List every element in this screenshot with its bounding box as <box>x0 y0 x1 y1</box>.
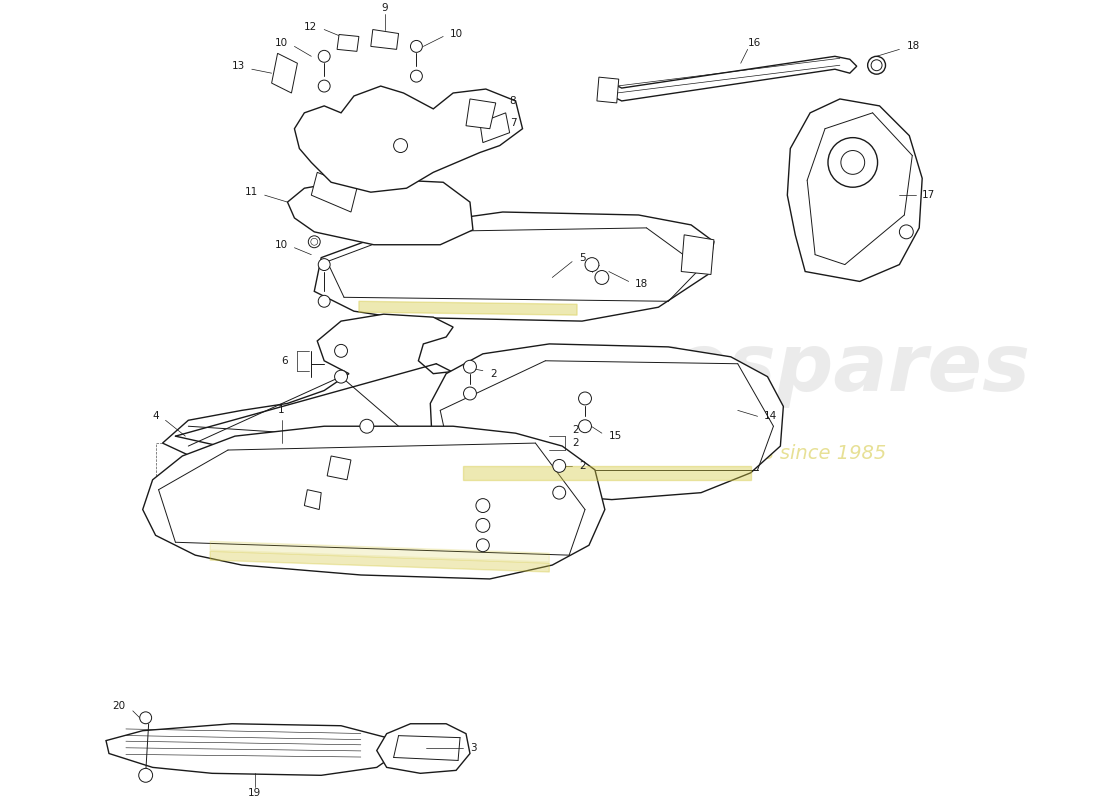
Text: 2: 2 <box>490 369 496 378</box>
Circle shape <box>553 486 565 499</box>
Text: automotive parts since 1985: automotive parts since 1985 <box>605 443 886 462</box>
Circle shape <box>579 420 592 433</box>
Text: 16: 16 <box>748 38 761 49</box>
Polygon shape <box>466 99 496 129</box>
Polygon shape <box>463 466 750 480</box>
Polygon shape <box>359 302 578 315</box>
Circle shape <box>871 60 882 70</box>
Circle shape <box>840 150 865 174</box>
Text: 12: 12 <box>304 22 317 31</box>
Polygon shape <box>287 178 473 245</box>
Text: 7: 7 <box>509 118 516 128</box>
Polygon shape <box>311 172 356 212</box>
Text: 17: 17 <box>922 190 935 200</box>
Polygon shape <box>106 724 397 775</box>
Circle shape <box>476 538 490 552</box>
Circle shape <box>139 768 153 782</box>
Circle shape <box>311 238 318 246</box>
Polygon shape <box>315 212 714 321</box>
Polygon shape <box>480 113 509 142</box>
Circle shape <box>579 392 592 405</box>
Text: 4: 4 <box>152 411 158 422</box>
Text: 18: 18 <box>906 42 920 51</box>
Text: 19: 19 <box>249 788 262 798</box>
Circle shape <box>476 498 490 513</box>
Polygon shape <box>371 30 398 50</box>
Circle shape <box>595 270 608 285</box>
Circle shape <box>410 41 422 52</box>
Circle shape <box>318 258 330 270</box>
Circle shape <box>463 360 476 373</box>
Circle shape <box>394 138 407 153</box>
Text: 10: 10 <box>274 38 287 49</box>
Text: 13: 13 <box>232 62 245 71</box>
Circle shape <box>318 80 330 92</box>
Polygon shape <box>430 344 783 500</box>
Text: 11: 11 <box>244 187 257 197</box>
Circle shape <box>828 138 878 187</box>
Text: eurospares: eurospares <box>521 330 1030 408</box>
Circle shape <box>140 712 152 724</box>
Text: 10: 10 <box>450 29 463 38</box>
Text: 20: 20 <box>112 701 125 711</box>
Text: 10: 10 <box>274 240 287 250</box>
Polygon shape <box>210 542 549 562</box>
Polygon shape <box>163 314 575 480</box>
Circle shape <box>318 50 330 62</box>
Polygon shape <box>612 56 857 101</box>
Text: 3: 3 <box>470 742 476 753</box>
Text: 2: 2 <box>572 425 579 435</box>
Text: 5: 5 <box>579 253 585 262</box>
Circle shape <box>553 459 565 472</box>
Circle shape <box>410 70 422 82</box>
Circle shape <box>463 387 476 400</box>
Polygon shape <box>337 34 359 51</box>
Circle shape <box>334 345 348 358</box>
Text: 2: 2 <box>579 461 585 471</box>
Polygon shape <box>597 77 618 103</box>
Polygon shape <box>327 456 351 480</box>
Polygon shape <box>788 99 922 282</box>
Circle shape <box>585 258 598 271</box>
Text: 18: 18 <box>635 279 648 290</box>
Text: 15: 15 <box>608 431 623 441</box>
Polygon shape <box>376 724 470 774</box>
Circle shape <box>318 295 330 307</box>
Text: 2: 2 <box>572 438 579 448</box>
Circle shape <box>360 419 374 433</box>
Circle shape <box>868 56 886 74</box>
Circle shape <box>476 518 490 532</box>
Polygon shape <box>272 54 297 93</box>
Text: 14: 14 <box>763 411 777 422</box>
Circle shape <box>308 236 320 248</box>
Polygon shape <box>305 490 321 510</box>
Polygon shape <box>681 235 714 274</box>
Text: 6: 6 <box>280 356 287 366</box>
Text: 8: 8 <box>509 96 516 106</box>
Polygon shape <box>143 426 605 579</box>
Text: 1: 1 <box>278 406 285 415</box>
Text: 9: 9 <box>382 2 388 13</box>
Polygon shape <box>210 551 549 572</box>
Polygon shape <box>295 86 522 192</box>
Circle shape <box>334 370 348 383</box>
Circle shape <box>900 225 913 238</box>
